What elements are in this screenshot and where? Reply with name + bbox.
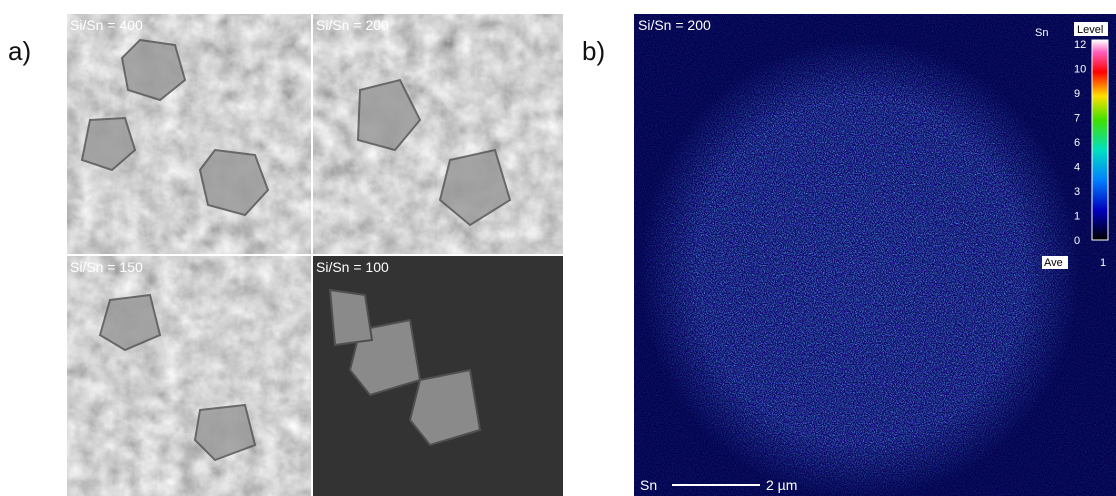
sem-image [313,14,563,254]
scale-bar-label: 2 µm [766,477,797,493]
image-label: Si/Sn = 200 [638,17,711,33]
panel-label: b) [582,36,605,66]
sem-grid: Si/Sn = 400 Si/Sn = 200 Si/Sn = 150 Si/S… [67,14,563,496]
image-label: Si/Sn = 150 [70,259,143,275]
image-label: Si/Sn = 200 [316,17,389,33]
level-label: 7 [1074,113,1080,125]
image-label: Si/Sn = 400 [70,17,143,33]
sem-image [67,256,311,496]
level-label: 12 [1074,39,1086,51]
level-label: 10 [1074,64,1086,76]
legend-title: Level [1077,24,1103,36]
average-label: Ave [1044,257,1063,269]
level-label: 6 [1074,137,1080,149]
image-label: Si/Sn = 100 [316,259,389,275]
figure: a) Si/Sn = 400 Si/Sn = 200 Si/Sn = 150 S… [0,0,1116,496]
level-label: 0 [1074,235,1080,247]
panel-label: a) [8,36,31,66]
map-signal [634,14,1116,496]
map-element: Sn [640,477,657,493]
average-value: 1 [1100,257,1106,269]
level-label: 3 [1074,186,1080,198]
level-label: 9 [1074,88,1080,100]
level-label: 4 [1074,162,1080,174]
colorbar [1092,40,1108,240]
legend-element: Sn [1035,27,1048,39]
level-label: 1 [1074,211,1080,223]
